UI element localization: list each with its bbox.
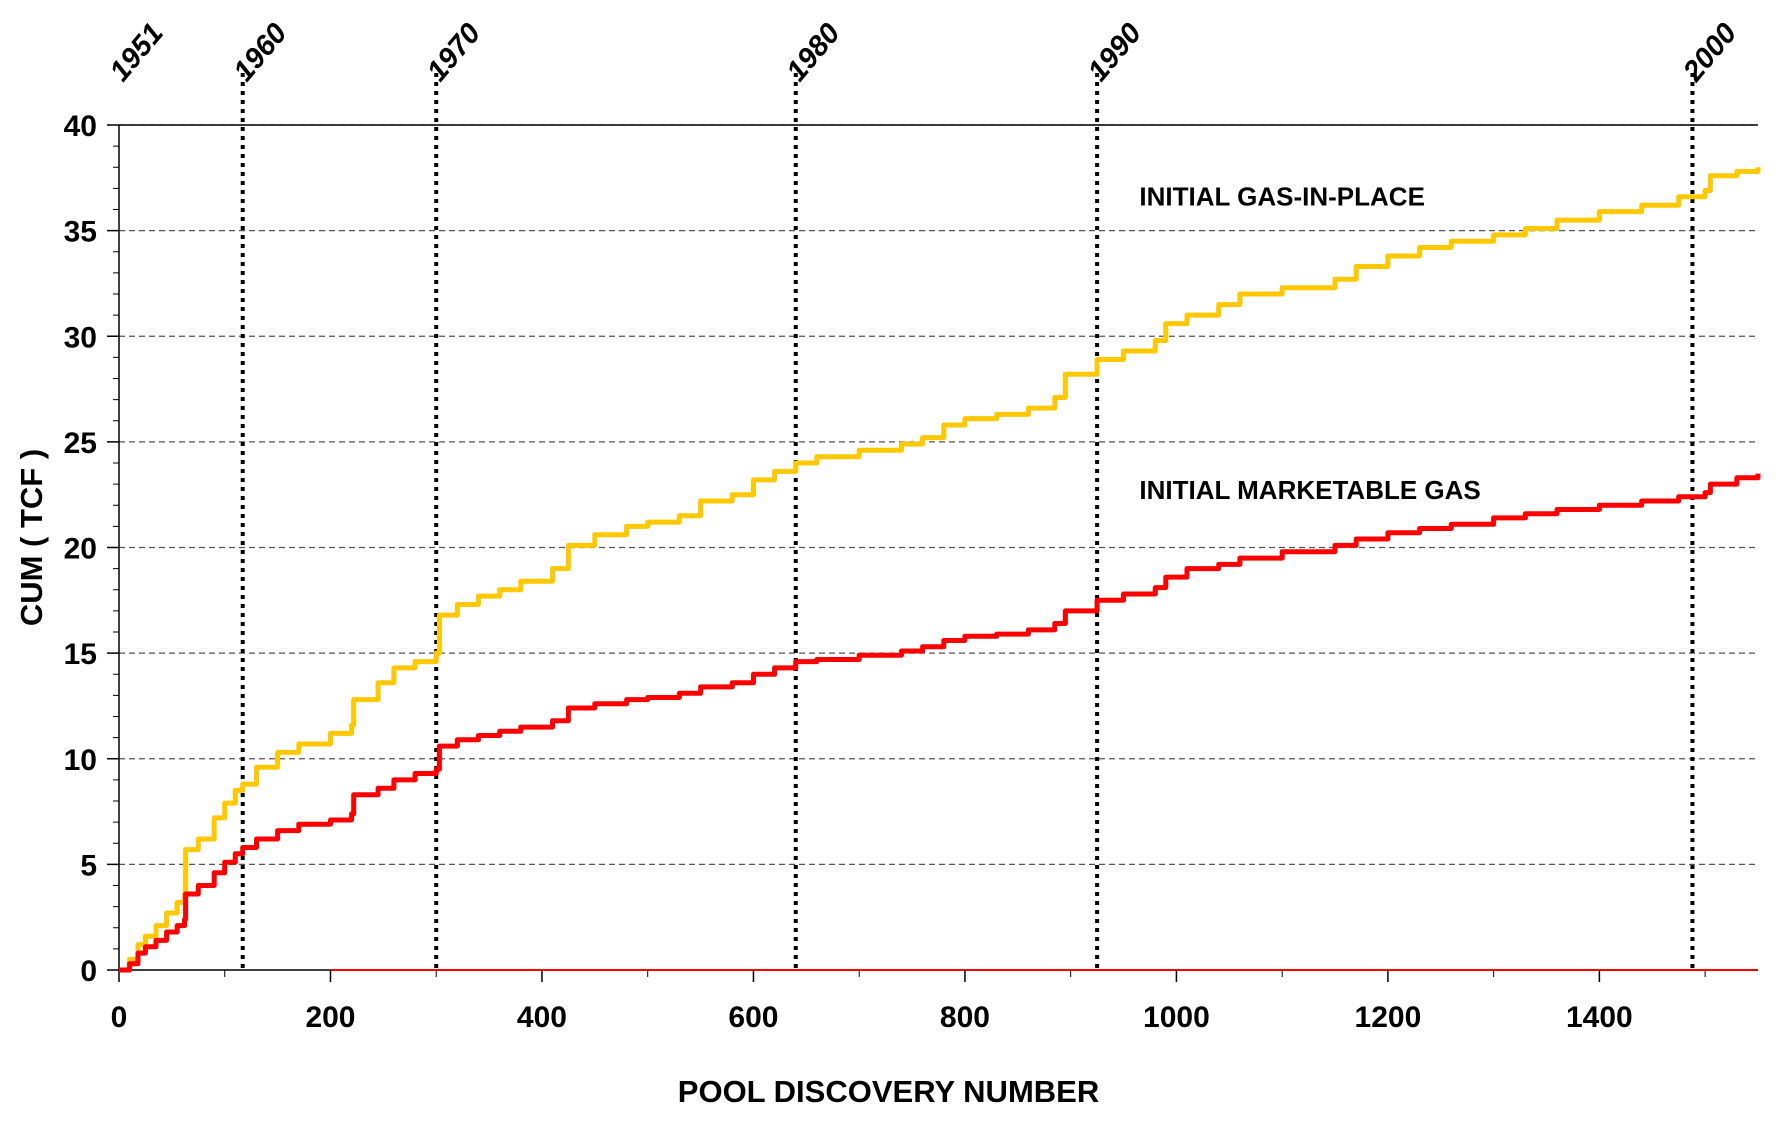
y-tick-label-30: 30 xyxy=(64,321,97,354)
x-tick-label-200: 200 xyxy=(305,1001,355,1034)
series-lines xyxy=(119,167,1761,973)
series-line-1 xyxy=(119,473,1761,973)
x-tick-label-1200: 1200 xyxy=(1355,1001,1422,1034)
year-label-1980: 1980 xyxy=(781,18,847,88)
x-tick-label-400: 400 xyxy=(517,1001,567,1034)
year-label-2000: 2000 xyxy=(1677,18,1744,89)
x-tick-label-0: 0 xyxy=(111,1001,128,1034)
y-tick-label-15: 15 xyxy=(64,638,97,671)
y-axis-title: CUM ( TCF ) xyxy=(14,449,49,626)
y-tick-label-0: 0 xyxy=(80,955,97,988)
y-tick-label-20: 20 xyxy=(64,533,97,566)
x-tick-label-1400: 1400 xyxy=(1566,1001,1633,1034)
year-label-1951: 1951 xyxy=(104,18,170,88)
y-tick-label-40: 40 xyxy=(64,110,97,143)
x-tick-label-1000: 1000 xyxy=(1143,1001,1210,1034)
series-line-0 xyxy=(119,167,1761,973)
year-label-1970: 1970 xyxy=(421,18,487,88)
annotations: INITIAL GAS-IN-PLACE INITIAL MARKETABLE G… xyxy=(1139,181,1480,505)
y-tick-label-5: 5 xyxy=(80,849,97,882)
x-tick-label-600: 600 xyxy=(728,1001,778,1034)
year-label-1960: 1960 xyxy=(228,18,294,88)
year-labels: 1951 1960 1970 1980 1990 2000 xyxy=(104,18,1743,89)
year-marker-lines xyxy=(240,73,1695,970)
x-tick-label-800: 800 xyxy=(940,1001,990,1034)
annotation-0: INITIAL GAS-IN-PLACE xyxy=(1139,181,1425,211)
annotation-1: INITIAL MARKETABLE GAS xyxy=(1139,475,1480,505)
axes xyxy=(107,124,1758,982)
year-label-1990: 1990 xyxy=(1082,18,1148,88)
y-tick-label-25: 25 xyxy=(64,427,97,460)
x-axis-title: POOL DISCOVERY NUMBER xyxy=(678,1074,1099,1109)
y-tick-label-10: 10 xyxy=(64,744,97,777)
y-tick-label-35: 35 xyxy=(64,216,97,249)
